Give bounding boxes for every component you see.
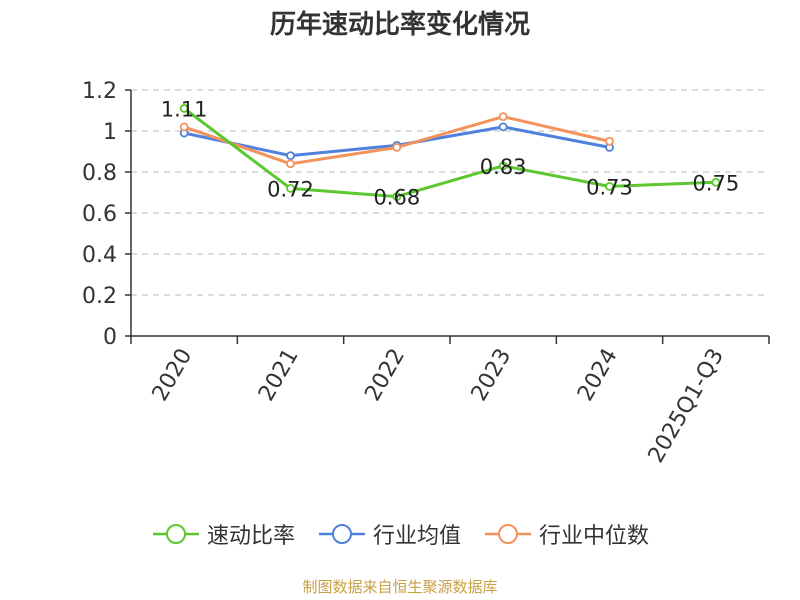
data-point (286, 151, 295, 161)
x-tick-label: 2020 (148, 345, 198, 406)
x-tick-label: 2023 (467, 344, 517, 405)
legend-line-icon (152, 524, 199, 544)
series-line (183, 107, 716, 199)
data-label: 0.68 (373, 186, 420, 210)
legend-line-icon (318, 524, 365, 544)
data-point (605, 181, 614, 191)
x-tick-label: 2022 (360, 345, 410, 406)
data-point (286, 183, 295, 193)
y-tick-label: 0.2 (82, 284, 117, 309)
y-tick-label: 0.4 (82, 243, 117, 268)
data-point (286, 159, 295, 169)
data-label: 0.75 (692, 171, 739, 195)
source-note: 制图数据来自恒生聚源数据库 (302, 578, 498, 596)
data-label: 1.11 (161, 97, 208, 121)
data-point (392, 142, 402, 152)
legend-label: 速动比率 (206, 524, 295, 549)
data-point (498, 112, 508, 122)
data-point (498, 161, 508, 171)
y-tick-label: 0.8 (82, 161, 117, 186)
y-tick-label: 0 (103, 325, 117, 350)
chart-legend: 速动比率 行业均值 行业中位数 (0, 518, 800, 550)
data-point (605, 136, 614, 146)
data-label: 0.83 (480, 155, 527, 179)
data-point (179, 122, 189, 132)
x-tick-label: 2021 (254, 345, 304, 406)
y-tick-label: 1.2 (82, 79, 117, 104)
legend-label: 行业均值 (372, 524, 461, 549)
legend-item[interactable]: 行业中位数 (483, 518, 649, 550)
legend-item[interactable]: 行业均值 (317, 518, 461, 550)
y-tick-label: 1 (103, 120, 117, 145)
y-tick-label: 0.6 (82, 202, 117, 227)
x-tick-label: 2024 (573, 345, 623, 406)
data-point (392, 192, 402, 202)
legend-label: 行业中位数 (539, 524, 650, 549)
data-point (179, 104, 189, 113)
data-label: 0.72 (267, 177, 314, 201)
data-point (711, 177, 721, 187)
legend-item[interactable]: 速动比率 (151, 518, 295, 550)
data-label: 0.73 (586, 175, 633, 199)
data-point (498, 122, 508, 132)
chart-title: 历年速动比率变化情况 (269, 10, 530, 40)
x-tick-label: 2025Q1-Q3 (644, 345, 729, 468)
legend-line-icon (485, 524, 531, 544)
